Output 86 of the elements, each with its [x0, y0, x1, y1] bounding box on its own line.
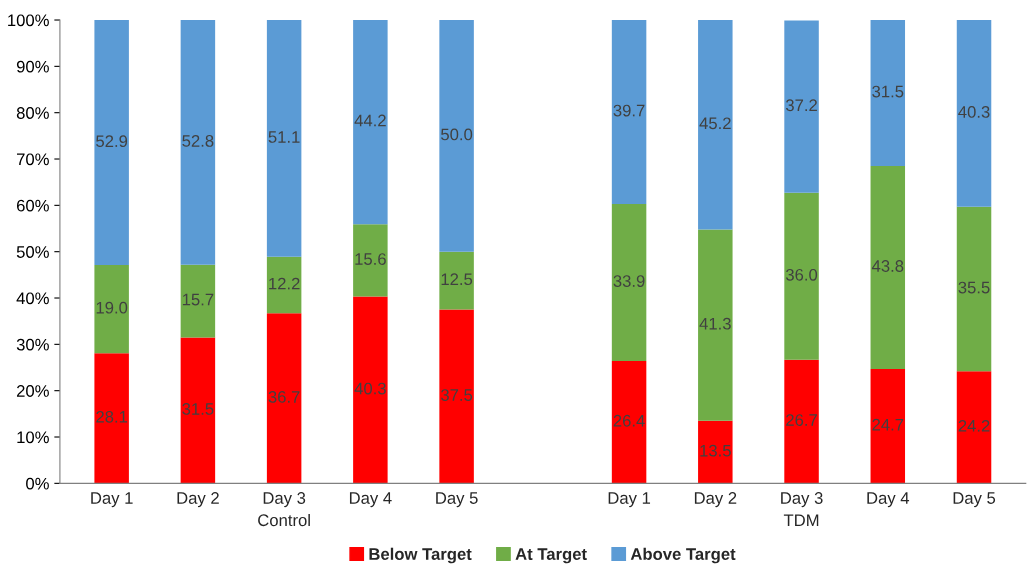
bar	[353, 20, 388, 225]
data-label: 36.0	[785, 268, 818, 281]
data-label: 19.0	[96, 301, 128, 314]
bar	[870, 165, 906, 369]
data-label: 31.5	[872, 85, 904, 98]
data-label: 24.7	[872, 418, 904, 431]
data-label: 28.1	[96, 410, 128, 423]
data-label: 26.4	[613, 414, 645, 427]
bar	[698, 229, 733, 421]
data-label: 15.7	[182, 293, 214, 306]
data-label: 41.3	[699, 317, 731, 330]
data-label: 43.8	[871, 260, 904, 272]
bar	[94, 20, 129, 266]
bar	[439, 20, 474, 252]
bar	[180, 20, 216, 265]
bar	[784, 20, 819, 193]
x-tick-label: Day 1	[91, 492, 133, 508]
bar	[439, 251, 474, 310]
bar	[956, 206, 992, 372]
data-label: 52.9	[96, 135, 128, 148]
data-label: 45.2	[699, 117, 731, 130]
bar	[784, 192, 819, 360]
bar	[266, 313, 302, 484]
data-label: 51.1	[268, 131, 300, 143]
data-label: 37.2	[785, 99, 817, 112]
bar	[353, 296, 388, 484]
x-tick-label: Day 4	[349, 492, 392, 508]
data-label: 13.5	[700, 444, 731, 457]
bar	[439, 309, 474, 484]
data-label: 35.5	[958, 281, 990, 294]
bar	[180, 264, 216, 338]
y-tick-label: 90%	[16, 60, 49, 73]
x-tick-label: Day 3	[781, 492, 823, 508]
x-tick-label: Day 5	[436, 492, 478, 508]
bar	[870, 368, 906, 484]
x-tick-label: Day 2	[694, 492, 737, 508]
x-tick-label: Day 5	[953, 492, 996, 508]
y-tick-label: 10%	[17, 431, 49, 444]
x-tick-label: Day 1	[608, 492, 651, 508]
bar	[611, 203, 647, 362]
bar	[956, 20, 992, 207]
y-tick-label: 80%	[16, 107, 49, 119]
legend-label: Below Target	[369, 547, 472, 564]
bar	[353, 224, 388, 297]
y-tick-label: 40%	[16, 292, 49, 305]
bar	[611, 361, 647, 484]
bar	[870, 20, 906, 166]
data-label: 37.5	[441, 389, 473, 401]
legend-label: At Target	[515, 548, 587, 564]
bar	[698, 420, 733, 484]
bar	[94, 265, 129, 354]
x-tick-label: Day 3	[263, 492, 306, 508]
y-tick-label: 30%	[16, 338, 49, 351]
data-label: 12.2	[269, 277, 300, 290]
legend-label: Above Target	[630, 547, 736, 564]
data-label: 44.2	[354, 114, 386, 127]
bar	[94, 353, 129, 484]
bar	[180, 337, 216, 484]
y-tick-label: 50%	[16, 246, 49, 258]
data-label: 31.5	[182, 403, 214, 415]
data-label: 52.8	[182, 135, 214, 147]
data-label: 36.7	[268, 390, 300, 403]
bar	[611, 20, 647, 204]
data-label: 50.0	[441, 128, 473, 141]
data-label: 24.2	[958, 419, 990, 432]
bar	[266, 20, 302, 257]
data-label: 12.5	[441, 273, 473, 286]
y-tick-label: 20%	[16, 385, 49, 397]
text: TDM	[783, 514, 819, 526]
text: Control	[258, 513, 310, 527]
bar	[784, 359, 819, 484]
bar	[956, 371, 992, 484]
y-tick-label: 60%	[16, 199, 49, 212]
x-tick-label: Day 4	[867, 492, 910, 508]
data-label: 39.7	[613, 104, 645, 117]
data-label: 33.9	[613, 275, 645, 287]
data-label: 40.3	[958, 106, 990, 118]
data-label: 15.6	[355, 253, 386, 265]
bar	[698, 20, 733, 230]
y-tick-label: 100%	[8, 14, 49, 27]
y-tick-label: 70%	[16, 153, 49, 166]
data-label: 40.3	[354, 382, 386, 395]
bar	[266, 256, 302, 314]
data-label: 26.7	[786, 414, 817, 426]
x-tick-label: Day 2	[177, 492, 219, 508]
y-tick-label: 0%	[26, 477, 49, 490]
